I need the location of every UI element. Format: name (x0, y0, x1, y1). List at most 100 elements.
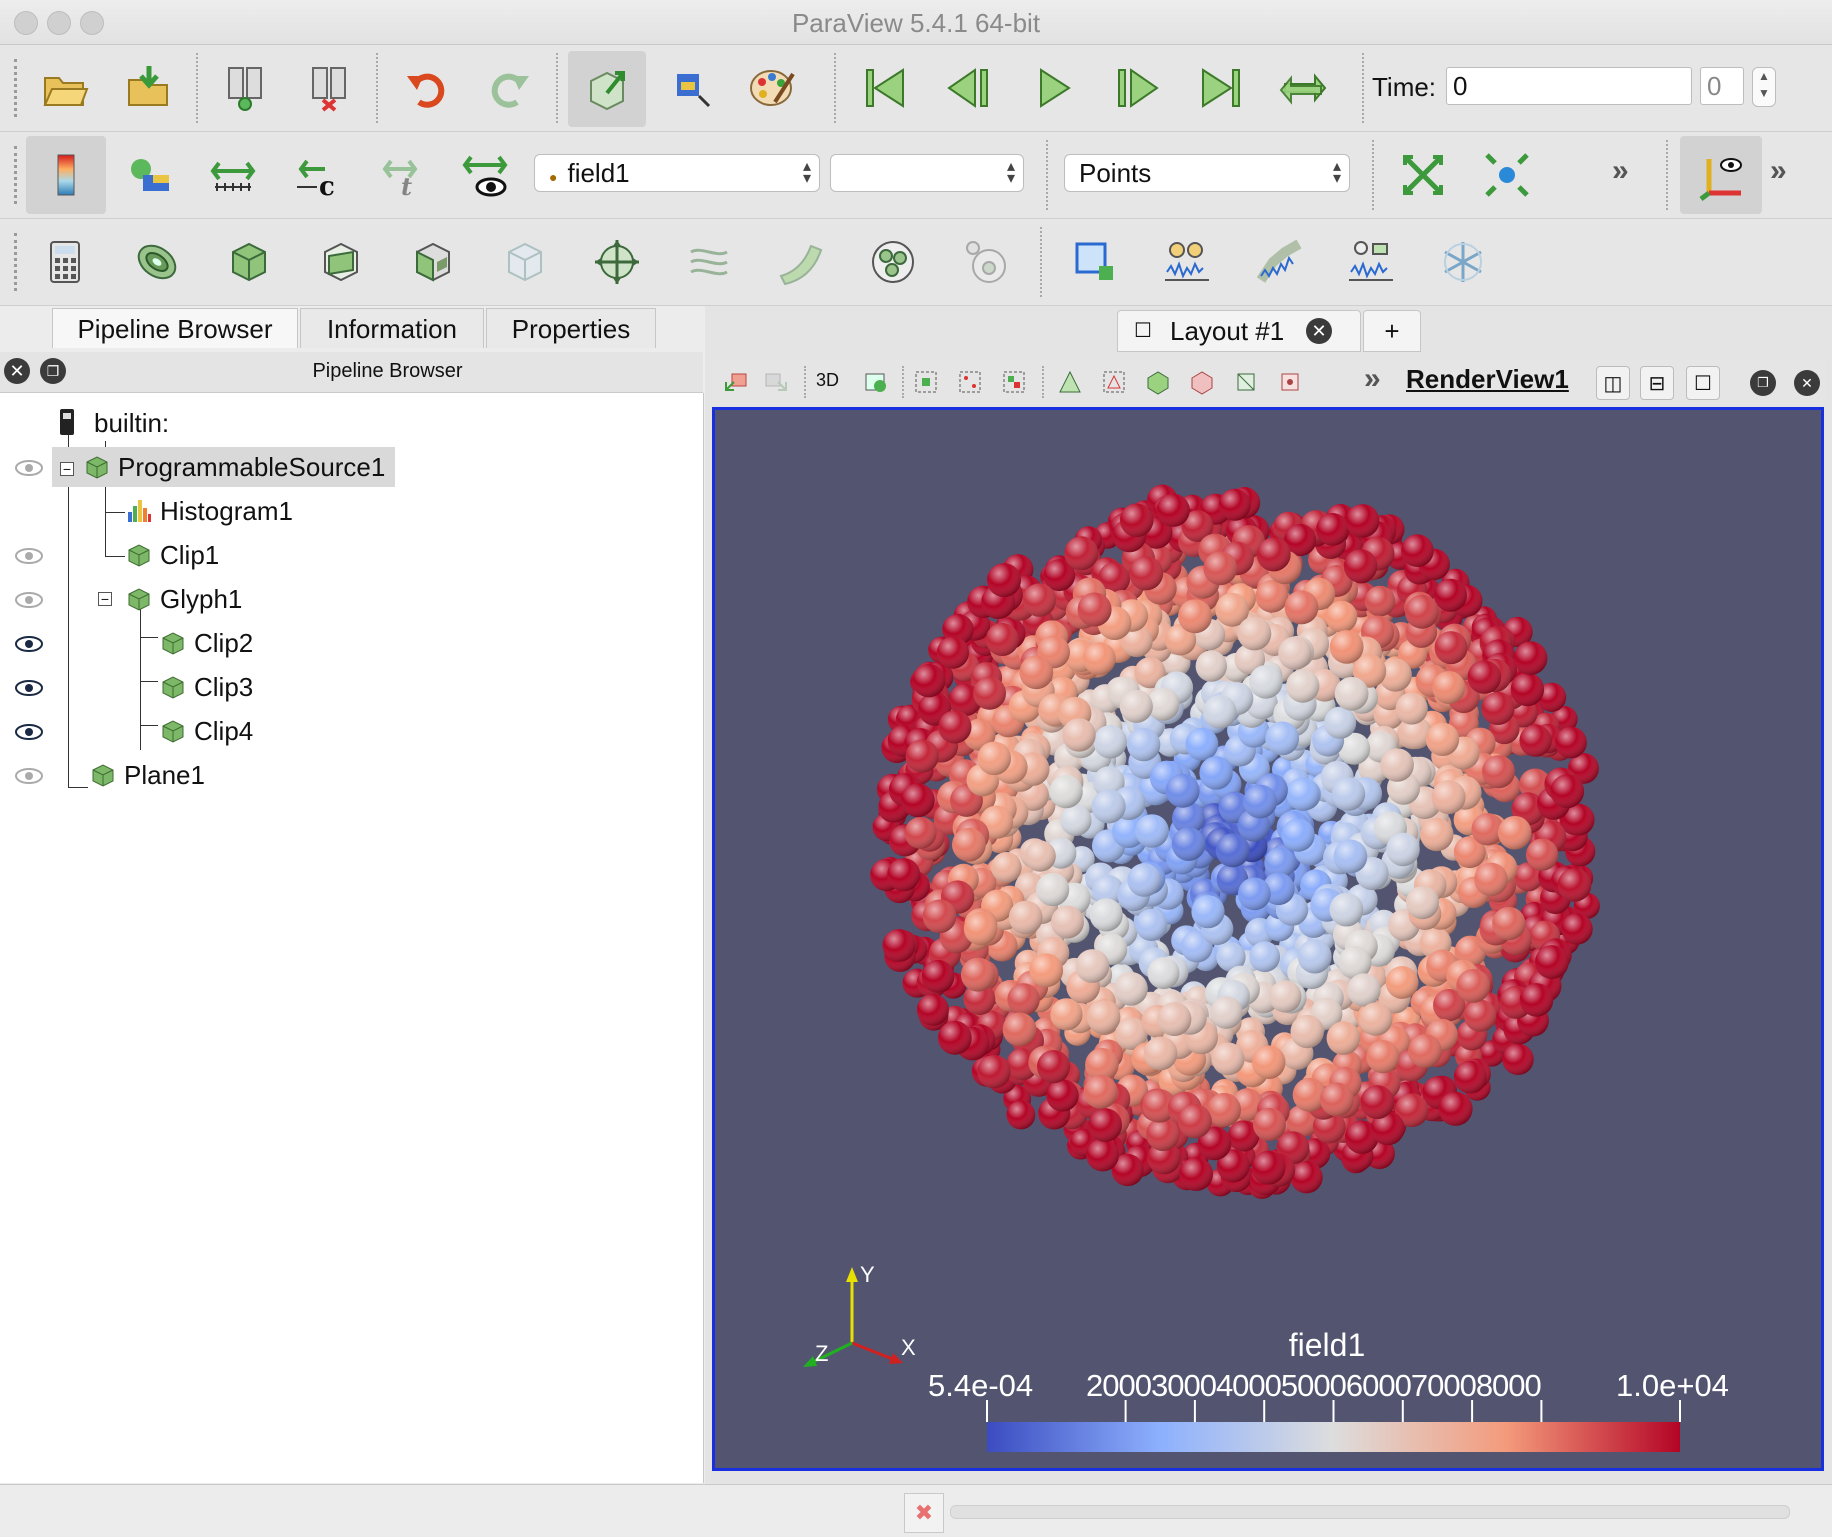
representation-select[interactable]: Points ▴ ▾ (1064, 154, 1350, 192)
show-orientation-axes-button[interactable] (1680, 136, 1762, 214)
timestep-spinbox[interactable]: 0 (1700, 67, 1744, 105)
pipeline-item-histogram1[interactable]: Histogram1 (126, 491, 293, 531)
minimize-window-button[interactable] (47, 11, 71, 35)
color-by-select[interactable]: ● field1 ▴ ▾ (534, 154, 820, 192)
tab-properties[interactable]: Properties (486, 308, 656, 348)
component-select[interactable]: ▴ ▾ (830, 154, 1024, 192)
visibility-eye-icon[interactable] (14, 635, 44, 653)
undo-button[interactable] (396, 57, 458, 119)
toggle-3d-button[interactable]: 3D (816, 370, 840, 390)
color-palette-button[interactable] (738, 53, 808, 123)
probe-location-button[interactable] (1156, 231, 1218, 293)
find-data-button[interactable] (660, 57, 722, 119)
tab-layout-1[interactable]: ☐ Layout #1 ✕ (1117, 310, 1361, 352)
rescale-visible-range-button[interactable] (454, 144, 516, 206)
visibility-eye-icon[interactable] (14, 547, 44, 565)
calculator-filter-button[interactable] (34, 231, 96, 293)
tab-pipeline-browser[interactable]: Pipeline Browser (52, 308, 298, 348)
toggle-color-legend-button[interactable] (26, 136, 106, 214)
pipeline-item-clip1[interactable]: Clip1 (126, 535, 219, 575)
warp-by-vector-filter-button[interactable] (770, 231, 832, 293)
sphere-point-cloud[interactable]: Y X Z (715, 410, 1821, 1468)
pipeline-item-clip4[interactable]: Clip4 (160, 711, 253, 751)
stream-tracer-filter-button[interactable] (678, 231, 740, 293)
pipeline-item-glyph1[interactable]: Glyph1 (126, 579, 242, 619)
clip-filter-button[interactable] (218, 231, 280, 293)
save-data-button[interactable] (118, 57, 180, 119)
pipeline-item-clip2[interactable]: Clip2 (160, 623, 253, 663)
glyph-filter-button[interactable] (586, 231, 648, 293)
select-points-on-icon[interactable] (956, 368, 984, 396)
undock-view-button[interactable]: ❐ (1750, 370, 1776, 396)
extract-subset-filter-button[interactable] (494, 231, 556, 293)
select-cells-through-icon[interactable] (1000, 368, 1028, 396)
open-file-button[interactable] (34, 57, 96, 119)
close-layout-button[interactable]: ✕ (1306, 318, 1332, 344)
zoom-window-button[interactable] (80, 11, 104, 35)
render-view[interactable]: Y X Z (712, 407, 1824, 1471)
loop-button[interactable] (1272, 57, 1334, 119)
connect-button[interactable] (214, 57, 276, 119)
previous-frame-button[interactable] (938, 57, 1000, 119)
auto-apply-button[interactable] (568, 51, 646, 127)
plot-selection-over-time-button[interactable] (1064, 231, 1126, 293)
toolbar-grip[interactable] (14, 59, 21, 117)
select-polygon-points-icon[interactable] (1100, 368, 1128, 396)
close-window-button[interactable] (14, 11, 38, 35)
maximize-view-button[interactable]: ☐ (1686, 366, 1720, 400)
visibility-eye-icon[interactable] (14, 723, 44, 741)
toolbar-overflow-chevron[interactable]: » (1612, 154, 1629, 187)
pipeline-root-builtin[interactable]: builtin: (94, 408, 170, 438)
first-frame-button[interactable] (854, 57, 916, 119)
edit-color-map-button[interactable] (118, 144, 180, 206)
time-input[interactable]: 0 (1446, 67, 1692, 105)
capture-screenshot-icon[interactable] (862, 368, 890, 396)
pipeline-item-programmablesource1[interactable]: − ProgrammableSource1 (52, 447, 396, 487)
collapse-toggle[interactable]: − (98, 592, 112, 606)
toolbar-overflow-chevron[interactable]: » (1770, 154, 1787, 187)
threshold-filter-button[interactable] (402, 231, 464, 293)
camera-redo-icon[interactable] (762, 368, 790, 396)
visibility-eye-icon[interactable] (14, 767, 44, 785)
tab-information[interactable]: Information (300, 308, 484, 348)
extract-level-filter-button[interactable] (954, 231, 1016, 293)
add-layout-tab-button[interactable]: + (1363, 310, 1421, 352)
zoom-to-data-button[interactable] (1476, 144, 1538, 206)
rescale-custom-range-button[interactable]: c (286, 144, 348, 206)
interactive-select-cells-icon[interactable] (1144, 368, 1172, 396)
last-frame-button[interactable] (1190, 57, 1252, 119)
play-button[interactable] (1022, 57, 1084, 119)
color-legend-bar[interactable] (987, 1422, 1680, 1452)
contour-filter-button[interactable] (126, 231, 188, 293)
histogram-plot-button[interactable] (1340, 231, 1402, 293)
split-vertical-button[interactable]: ⊟ (1640, 366, 1674, 400)
interactive-select-points-icon[interactable] (1188, 368, 1216, 396)
timestep-stepper[interactable]: ▲ ▼ (1752, 67, 1776, 107)
render-view-name[interactable]: RenderView1 (1406, 364, 1569, 394)
visibility-eye-icon[interactable] (14, 591, 44, 609)
cinema-filter-button[interactable] (1432, 231, 1494, 293)
toolbar-grip[interactable] (14, 146, 21, 204)
camera-undo-icon[interactable] (722, 368, 750, 396)
close-view-button[interactable]: ✕ (1794, 370, 1820, 396)
next-frame-button[interactable] (1106, 57, 1168, 119)
collapse-toggle[interactable]: − (60, 462, 74, 476)
toolbar-grip[interactable] (14, 233, 21, 291)
hover-points-icon[interactable] (1276, 368, 1304, 396)
slice-filter-button[interactable] (310, 231, 372, 293)
visibility-eye-icon[interactable] (14, 459, 44, 477)
redo-button[interactable] (478, 57, 540, 119)
reset-camera-button[interactable] (1392, 144, 1454, 206)
rescale-temporal-range-button[interactable]: t (370, 144, 432, 206)
close-panel-button[interactable]: ✕ (4, 358, 30, 384)
select-cells-on-icon[interactable] (912, 368, 940, 396)
pipeline-item-clip3[interactable]: Clip3 (160, 667, 253, 707)
disconnect-button[interactable] (298, 57, 360, 119)
undock-panel-button[interactable]: ❐ (40, 358, 66, 384)
pipeline-item-plane1[interactable]: Plane1 (90, 755, 205, 795)
rescale-to-data-range-button[interactable] (202, 144, 264, 206)
abort-progress-icon[interactable]: ✖ (904, 1493, 944, 1533)
split-horizontal-button[interactable]: ◫ (1596, 366, 1630, 400)
visibility-eye-icon[interactable] (14, 679, 44, 697)
group-datasets-filter-button[interactable] (862, 231, 924, 293)
